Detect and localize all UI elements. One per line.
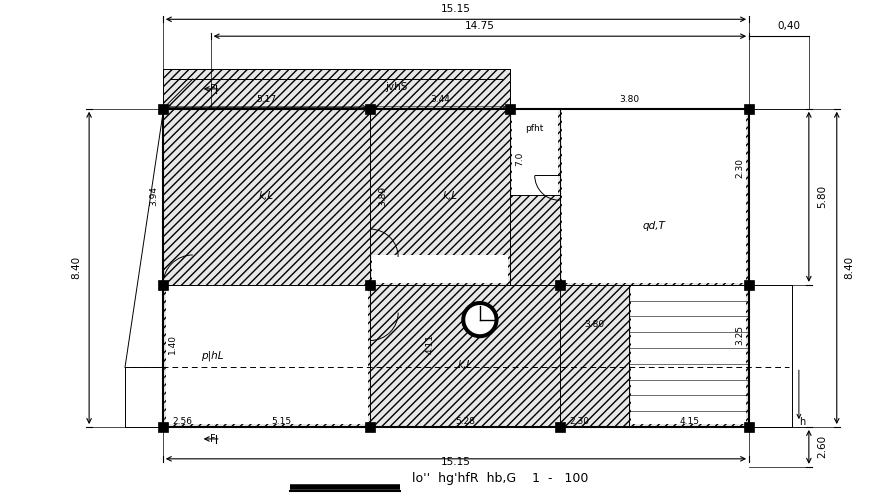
Text: k,L: k,L <box>443 191 458 201</box>
Text: h: h <box>799 417 805 427</box>
Text: 0,40: 0,40 <box>777 21 800 31</box>
Text: qd,T: qd,T <box>643 221 666 231</box>
Text: 15.15: 15.15 <box>441 457 471 467</box>
Text: 3.94: 3.94 <box>148 186 158 206</box>
Text: 5.28: 5.28 <box>455 417 475 426</box>
Text: 5.17: 5.17 <box>257 95 276 104</box>
Text: 4.15: 4.15 <box>679 417 700 426</box>
Bar <box>749 285 792 427</box>
Text: 8.0: 8.0 <box>473 307 487 316</box>
Bar <box>744 104 754 114</box>
Bar <box>158 280 168 290</box>
Text: 2.60: 2.60 <box>817 435 827 459</box>
Text: 5.80: 5.80 <box>817 185 827 208</box>
Bar <box>163 69 509 109</box>
Text: 2.56: 2.56 <box>172 417 193 426</box>
Text: 3.25: 3.25 <box>735 325 744 345</box>
Text: 2.30: 2.30 <box>735 158 744 178</box>
Text: 3.44: 3.44 <box>430 95 450 104</box>
Text: 14.75: 14.75 <box>465 21 495 31</box>
Bar <box>505 104 515 114</box>
Text: 4.11: 4.11 <box>426 335 435 355</box>
Text: 8.40: 8.40 <box>845 256 854 279</box>
Bar <box>555 422 565 432</box>
Text: F: F <box>210 434 216 444</box>
Polygon shape <box>125 368 163 427</box>
Bar <box>562 109 746 283</box>
Bar <box>365 280 375 290</box>
Text: h: h <box>128 373 134 382</box>
Circle shape <box>462 302 498 338</box>
Bar <box>744 280 754 290</box>
Text: 7.0: 7.0 <box>515 151 524 166</box>
Text: k,L: k,L <box>458 361 472 371</box>
Bar <box>365 104 375 114</box>
Text: p|hL: p|hL <box>202 350 224 361</box>
Bar <box>744 422 754 432</box>
Bar <box>372 255 508 283</box>
Bar <box>555 280 565 290</box>
Bar <box>163 109 749 427</box>
Text: 3.80: 3.80 <box>584 320 605 329</box>
Text: 15.15: 15.15 <box>441 4 471 14</box>
Text: 8.40: 8.40 <box>71 256 81 279</box>
Bar <box>631 285 746 424</box>
Bar <box>512 109 557 195</box>
Text: 3.89: 3.89 <box>378 186 388 206</box>
Bar <box>158 104 168 114</box>
Text: k,L: k,L <box>259 191 274 201</box>
Text: 1.40: 1.40 <box>168 335 177 355</box>
Text: F: F <box>210 84 216 94</box>
Bar <box>365 422 375 432</box>
Text: 3.80: 3.80 <box>620 95 639 104</box>
Text: pfht: pfht <box>525 124 543 132</box>
Text: 2.30: 2.30 <box>570 417 589 426</box>
Text: lo''  hg'hfR  hb,G    1  -   100: lo'' hg'hfR hb,G 1 - 100 <box>412 472 588 485</box>
Circle shape <box>466 306 494 334</box>
Bar <box>158 422 168 432</box>
Text: 5.15: 5.15 <box>271 417 292 426</box>
Text: jvhS: jvhS <box>385 82 407 92</box>
Bar <box>166 285 368 424</box>
